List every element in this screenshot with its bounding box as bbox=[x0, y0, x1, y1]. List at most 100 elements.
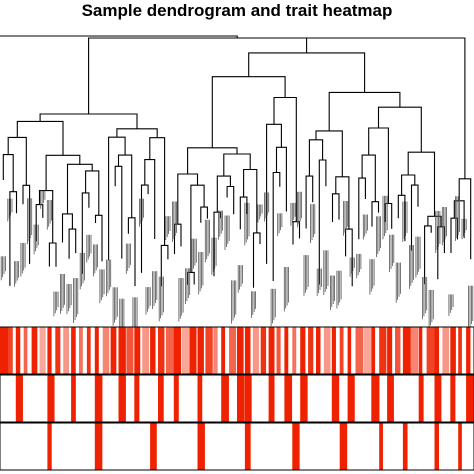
sample-label-mark bbox=[299, 191, 301, 222]
sample-label-mark bbox=[73, 278, 74, 323]
heatmap-cell bbox=[94, 375, 103, 422]
sample-label-mark bbox=[439, 210, 441, 244]
sample-label-mark bbox=[405, 201, 406, 236]
sample-label-mark bbox=[305, 255, 306, 293]
sample-label-mark bbox=[82, 252, 84, 284]
heatmap-cell bbox=[213, 327, 218, 374]
sample-label-mark bbox=[390, 234, 392, 269]
sample-label-mark bbox=[148, 287, 150, 309]
sample-label-mark bbox=[376, 216, 377, 258]
heatmap-cell bbox=[181, 327, 190, 374]
sample-label-mark bbox=[168, 216, 169, 234]
sample-label-mark bbox=[211, 237, 213, 275]
sample-label-mark bbox=[194, 238, 196, 266]
sample-label-mark bbox=[247, 202, 248, 240]
heatmap-cell bbox=[158, 375, 164, 422]
dendrogram-branch bbox=[190, 184, 205, 273]
sample-label-mark bbox=[461, 218, 463, 239]
sample-label-mark bbox=[90, 234, 92, 254]
sample-label-mark bbox=[268, 192, 270, 213]
heatmap-cell bbox=[300, 327, 306, 374]
dendrogram-branch bbox=[377, 106, 422, 153]
heatmap-cell bbox=[418, 327, 423, 374]
sample-label-mark bbox=[426, 277, 428, 311]
heatmap-cell bbox=[466, 327, 471, 374]
sample-label-mark bbox=[132, 297, 134, 343]
sample-label-mark bbox=[459, 196, 460, 232]
heatmap-row bbox=[0, 422, 474, 471]
dendrogram-branch bbox=[48, 242, 57, 267]
sample-label-mark bbox=[153, 271, 155, 306]
sample-label-mark bbox=[149, 287, 151, 306]
dendrogram-branch bbox=[308, 139, 324, 177]
sample-label-mark bbox=[122, 298, 123, 335]
sample-label-mark bbox=[35, 224, 36, 252]
sample-label-mark bbox=[172, 201, 173, 242]
sample-label-mark bbox=[145, 287, 147, 315]
sample-label-mark bbox=[40, 190, 42, 209]
sample-label-mark bbox=[226, 215, 227, 247]
heatmap-cell bbox=[418, 375, 424, 422]
sample-label-mark bbox=[303, 255, 305, 296]
dendrogram-branch bbox=[45, 154, 81, 191]
sample-label-mark bbox=[382, 195, 384, 240]
sample-label-mark bbox=[103, 269, 105, 295]
sample-label-mark bbox=[176, 201, 177, 233]
sample-label-mark bbox=[451, 294, 453, 310]
sample-label-mark bbox=[311, 204, 313, 241]
dendrogram-branch bbox=[2, 154, 14, 192]
sample-label-mark bbox=[44, 190, 46, 200]
sample-label-mark bbox=[49, 200, 51, 224]
sample-label-mark bbox=[472, 285, 474, 321]
dendrogram-branch bbox=[177, 173, 199, 225]
heatmap-cell bbox=[458, 327, 462, 374]
heatmap-cell bbox=[284, 327, 289, 374]
chart-title: Sample dendrogram and trait heatmap bbox=[81, 1, 393, 20]
sample-label-mark bbox=[60, 274, 61, 314]
sample-label-mark bbox=[430, 289, 431, 326]
sample-label-mark bbox=[428, 289, 430, 329]
heatmap-cell bbox=[442, 327, 449, 374]
heatmap-cell bbox=[165, 327, 175, 374]
sample-label-mark bbox=[141, 198, 143, 221]
sample-label-mark bbox=[260, 204, 262, 217]
sample-label-mark bbox=[316, 268, 318, 296]
sample-label-mark bbox=[119, 298, 121, 341]
heatmap-cell bbox=[379, 423, 383, 470]
dendrogram-branch bbox=[292, 221, 301, 245]
sample-label-mark bbox=[471, 285, 472, 324]
sample-label-mark bbox=[199, 252, 201, 292]
sample-label-mark bbox=[18, 261, 19, 278]
heatmap-cell bbox=[323, 327, 331, 374]
sample-label-mark bbox=[57, 291, 59, 308]
sample-label-mark bbox=[365, 214, 367, 234]
sample-label-mark bbox=[419, 236, 421, 269]
sample-label-mark bbox=[212, 237, 214, 272]
sample-label-mark bbox=[191, 238, 193, 272]
sample-label-mark bbox=[332, 275, 334, 304]
sample-label-mark bbox=[5, 256, 6, 272]
sample-label-mark bbox=[352, 257, 354, 271]
sample-label-mark bbox=[272, 288, 273, 324]
sample-label-mark bbox=[68, 284, 69, 312]
sample-label-mark bbox=[173, 201, 175, 239]
sample-label-mark bbox=[411, 245, 413, 283]
sample-label-mark bbox=[202, 252, 204, 286]
sample-label-mark bbox=[270, 288, 272, 327]
sample-label-mark bbox=[97, 244, 98, 268]
sample-label-mark bbox=[123, 298, 125, 332]
sample-label-mark bbox=[224, 215, 226, 250]
sample-label-mark bbox=[273, 288, 275, 321]
heatmap-cell bbox=[339, 327, 344, 374]
heatmap-cell bbox=[173, 327, 182, 374]
sample-label-mark bbox=[446, 207, 447, 237]
sample-label-mark bbox=[178, 278, 180, 322]
sample-label-mark bbox=[336, 270, 338, 309]
dendrogram-branch bbox=[108, 136, 126, 261]
sample-label-mark bbox=[174, 201, 176, 236]
sample-label-mark bbox=[397, 262, 398, 300]
sample-label-mark bbox=[115, 287, 117, 320]
sample-label-mark bbox=[244, 202, 246, 246]
sample-label-mark bbox=[436, 210, 438, 250]
